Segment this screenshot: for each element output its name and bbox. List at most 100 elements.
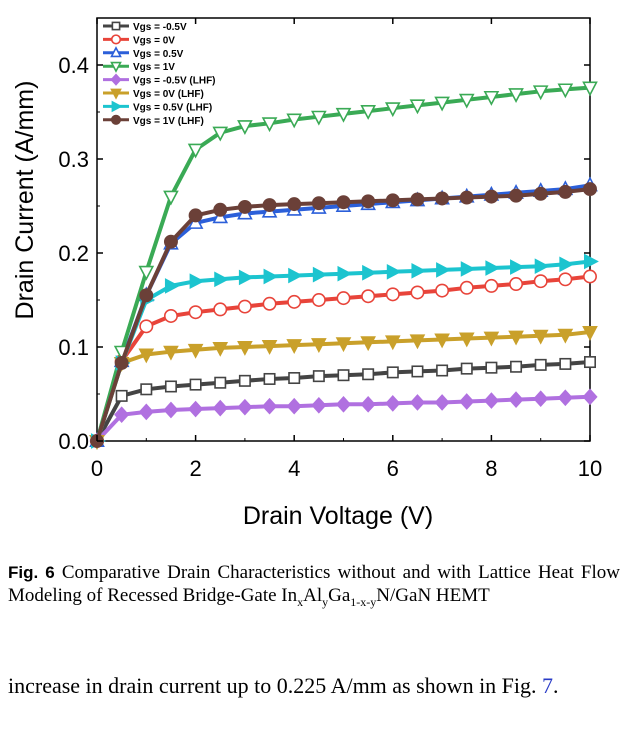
- data-point: [238, 374, 251, 387]
- y-tick-label: 0.2: [58, 241, 89, 266]
- data-point: [336, 195, 351, 210]
- data-point: [360, 105, 376, 120]
- data-point: [533, 274, 548, 289]
- data-point: [164, 278, 180, 294]
- data-point: [238, 269, 254, 286]
- data-point: [237, 398, 253, 416]
- data-point: [163, 190, 179, 206]
- data-point: [410, 285, 425, 300]
- legend-entry-3: Vgs = 1V: [103, 61, 175, 73]
- data-point: [262, 296, 277, 311]
- data-point: [311, 196, 326, 211]
- data-point: [139, 288, 154, 303]
- data-point: [583, 356, 596, 369]
- data-point: [335, 337, 352, 353]
- data-point: [483, 90, 500, 106]
- data-point: [384, 335, 401, 351]
- data-point: [582, 325, 598, 341]
- data-point: [287, 197, 302, 212]
- data-point: [385, 287, 400, 302]
- data-point: [311, 338, 327, 354]
- legend-label: Vgs = -0.5V (LHF): [133, 76, 216, 87]
- data-point: [385, 395, 401, 412]
- data-point: [311, 293, 326, 307]
- legend-label: Vgs = 0V: [133, 35, 175, 46]
- data-point: [189, 378, 202, 391]
- series-3: [89, 81, 598, 450]
- data-point: [533, 390, 549, 408]
- data-point: [337, 265, 353, 282]
- legend-marker: [110, 61, 122, 73]
- data-point: [261, 397, 278, 415]
- data-point: [583, 269, 597, 284]
- data-point: [484, 278, 499, 293]
- legend-marker: [110, 114, 122, 125]
- x-axis-label: Drain Voltage (V): [243, 502, 433, 530]
- data-point: [286, 113, 303, 129]
- data-point: [485, 260, 501, 276]
- data-point: [164, 380, 177, 393]
- data-point: [508, 88, 524, 104]
- data-point: [582, 388, 598, 406]
- data-point: [434, 394, 450, 411]
- x-tick-label: 6: [387, 456, 399, 481]
- series-layer: [89, 81, 599, 450]
- legend-label: Vgs = 0V (LHF): [133, 89, 204, 100]
- data-point: [213, 202, 228, 217]
- data-point: [411, 365, 424, 378]
- legend-marker: [110, 73, 122, 86]
- data-point: [362, 264, 378, 281]
- legend-entry-6: Vgs = 0.5V (LHF): [103, 100, 212, 113]
- y-tick-label: 0.3: [58, 147, 89, 172]
- data-point: [214, 376, 227, 389]
- data-point: [263, 372, 276, 385]
- data-point: [434, 96, 450, 112]
- data-point: [384, 102, 401, 118]
- data-point: [138, 403, 154, 421]
- data-point: [557, 328, 574, 344]
- data-point: [138, 348, 155, 364]
- data-point: [189, 273, 205, 290]
- data-point: [188, 400, 204, 418]
- legend-entry-5: Vgs = 0V (LHF): [103, 88, 204, 100]
- x-tick-label: 0: [91, 456, 103, 481]
- body-paragraph: increase in drain current up to 0.225 A/…: [8, 673, 559, 698]
- data-point: [460, 362, 473, 375]
- data-point: [509, 277, 524, 291]
- legend-entry-7: Vgs = 1V (LHF): [103, 114, 204, 127]
- data-point: [534, 358, 547, 371]
- data-point: [410, 192, 425, 207]
- series-1: [90, 269, 597, 448]
- data-point: [558, 272, 573, 287]
- data-point: [237, 199, 252, 214]
- data-point: [140, 383, 153, 396]
- legend-entry-1: Vgs = 0V: [103, 34, 175, 46]
- data-point: [163, 234, 178, 249]
- series-5: [89, 325, 598, 450]
- tick-layer: 0 2 4 6 8 10 0.0 0.1 0.2 0.3 0.4: [58, 17, 602, 481]
- data-point: [559, 357, 572, 370]
- legend-entry-0: Vgs = -0.5V: [103, 21, 187, 33]
- data-point: [163, 309, 178, 323]
- x-tick-label: 4: [288, 456, 300, 481]
- data-point: [459, 190, 474, 205]
- data-point: [263, 268, 279, 285]
- data-point: [114, 356, 129, 370]
- series-7: [90, 182, 597, 448]
- data-point: [386, 366, 399, 379]
- data-point: [187, 343, 204, 359]
- data-point: [557, 389, 573, 407]
- data-point: [510, 259, 525, 275]
- data-point: [409, 394, 426, 411]
- data-point: [288, 267, 304, 284]
- data-point: [214, 271, 230, 288]
- data-point: [459, 280, 474, 295]
- data-point: [163, 401, 179, 419]
- data-point: [557, 83, 574, 99]
- data-point: [163, 345, 179, 361]
- figure-7-link[interactable]: 7: [542, 673, 554, 698]
- data-point: [261, 340, 278, 355]
- data-point: [362, 368, 375, 381]
- data-point: [484, 189, 499, 204]
- legend-label: Vgs = -0.5V: [133, 22, 187, 33]
